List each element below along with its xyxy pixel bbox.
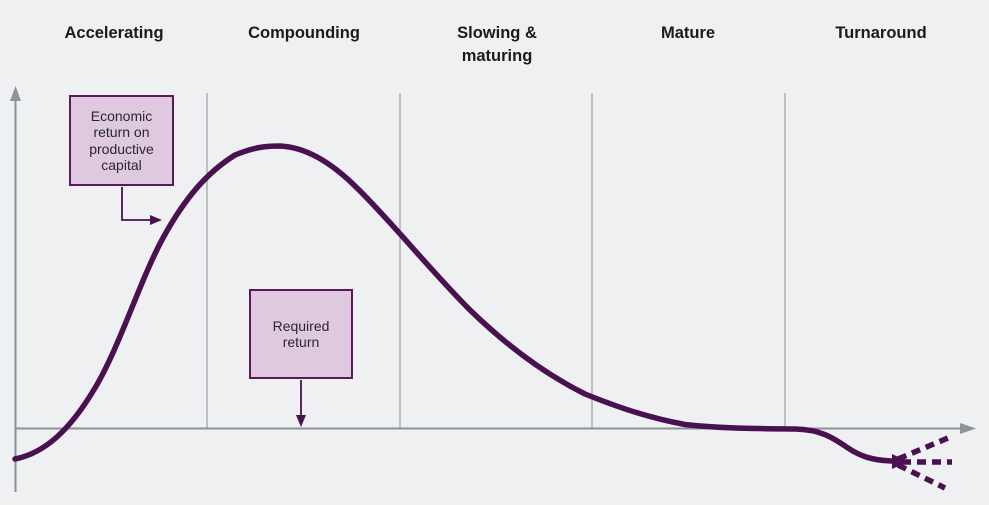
stage-label-slowing-maturing: Slowing & maturing <box>457 24 537 65</box>
stage-label-compounding: Compounding <box>248 24 360 42</box>
required-callout-arrow <box>296 380 306 427</box>
y-axis-arrowhead <box>10 86 21 101</box>
economic-callout-arrowhead <box>150 215 162 225</box>
x-axis-required-return-line <box>15 423 976 434</box>
scenario-branch-up <box>896 435 950 462</box>
economic-return-callout-label: Economic return on productive capital <box>89 107 154 174</box>
required-callout-arrowhead <box>296 415 306 427</box>
stage-label-mature: Mature <box>660 24 716 42</box>
turnaround-scenario-branches <box>896 435 952 491</box>
y-axis <box>10 86 21 492</box>
scenario-branch-down <box>896 462 947 491</box>
required-return-callout: Required return <box>249 289 353 379</box>
branch-junction-arrowhead <box>892 454 908 469</box>
required-return-callout-label: Required return <box>272 317 330 351</box>
stage-gridlines <box>206 93 786 429</box>
economic-callout-arrow <box>121 187 162 225</box>
stage-label-turnaround: Turnaround <box>835 24 927 42</box>
economic-return-curve <box>12 143 896 464</box>
economic-return-callout: Economic return on productive capital <box>69 95 174 186</box>
stage-label-accelerating: Accelerating <box>64 24 164 42</box>
x-axis-arrowhead <box>960 423 976 434</box>
